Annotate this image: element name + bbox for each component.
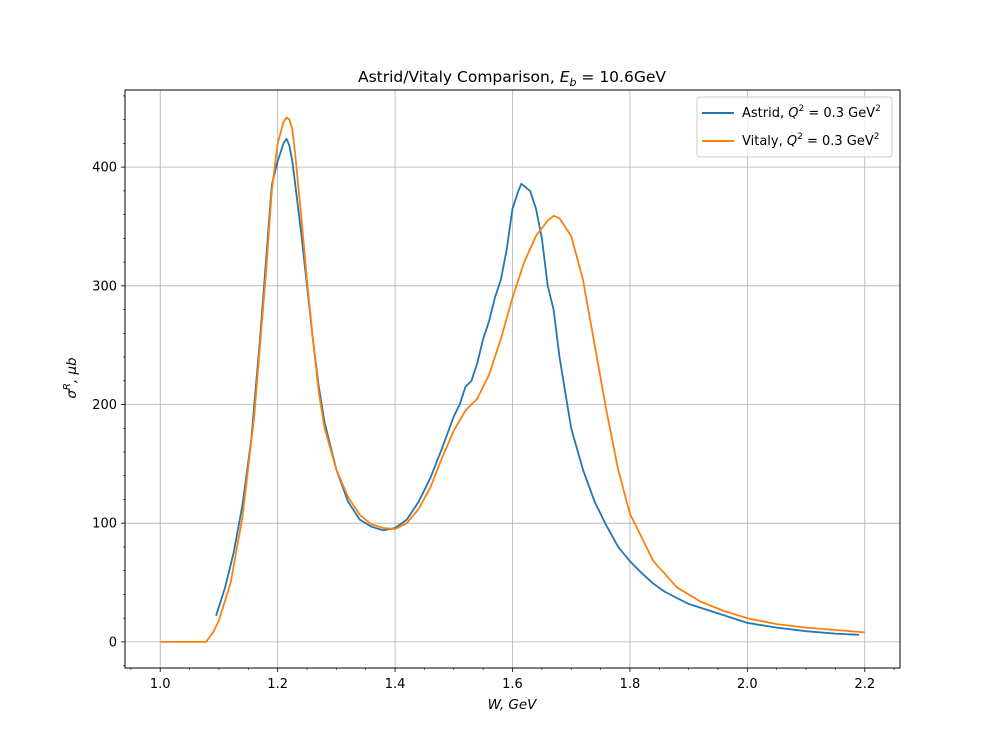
legend-label-astrid: Astrid, Q2 = 0.3 GeV2 bbox=[742, 104, 881, 121]
y-axis-label: σR, μb bbox=[62, 357, 80, 398]
y-tick-label: 400 bbox=[92, 161, 117, 176]
series-line-vitaly bbox=[160, 116, 865, 643]
x-tick-label: 2.2 bbox=[854, 677, 875, 692]
legend-label-vitaly: Vitaly, Q2 = 0.3 GeV2 bbox=[742, 132, 880, 149]
x-tick-label: 1.0 bbox=[150, 677, 171, 692]
grid bbox=[125, 90, 900, 668]
y-tick-label: 0 bbox=[109, 635, 117, 650]
x-tick-label: 1.4 bbox=[385, 677, 406, 692]
y-tick-label: 200 bbox=[92, 398, 117, 413]
x-tick-label: 1.8 bbox=[620, 677, 641, 692]
series-layer bbox=[160, 116, 865, 643]
x-tick-label: 1.2 bbox=[267, 677, 288, 692]
chart-title: Astrid/Vitaly Comparison, Eb = 10.6GeV bbox=[358, 68, 666, 89]
x-axis-label: W, GeV bbox=[488, 697, 539, 713]
x-tick-label: 2.0 bbox=[737, 677, 758, 692]
legend-box bbox=[696, 96, 893, 158]
legend: Astrid, Q2 = 0.3 GeV2 Vitaly, Q2 = 0.3 G… bbox=[696, 96, 893, 158]
y-tick-label: 100 bbox=[92, 517, 117, 532]
series-line-astrid bbox=[215, 137, 859, 636]
y-tick-label: 300 bbox=[92, 279, 117, 294]
x-tick-label: 1.6 bbox=[502, 677, 523, 692]
y-axis: 0 100 200 300 400 bbox=[92, 95, 125, 666]
x-axis: 1.0 1.2 1.4 1.6 1.8 2.0 2.2 bbox=[130, 668, 895, 692]
